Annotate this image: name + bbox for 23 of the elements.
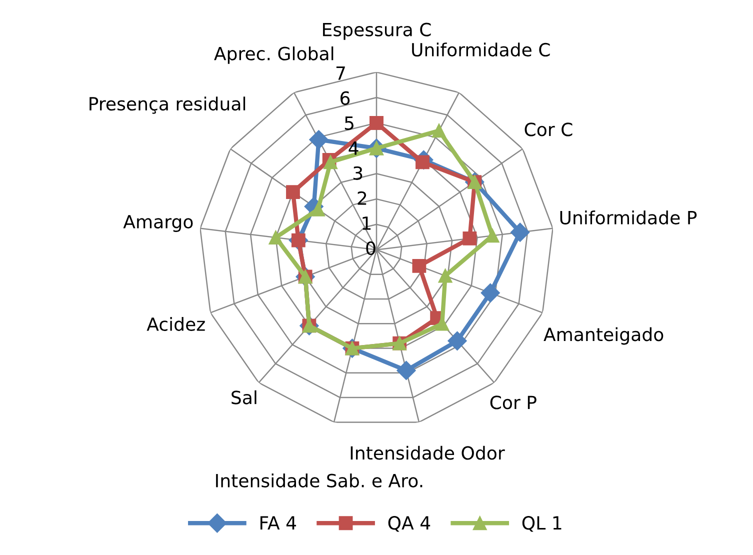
spoke-label: Aprec. Global bbox=[214, 46, 334, 64]
y-tick-label: 3 bbox=[354, 166, 362, 180]
spoke-label: Presença residual bbox=[90, 96, 246, 114]
y-tick-label: 6 bbox=[340, 91, 350, 105]
spoke-label: Amanteigado bbox=[544, 327, 664, 345]
legend-label: FA 4 bbox=[260, 516, 296, 530]
y-tick-label: 2 bbox=[358, 191, 366, 205]
spoke-label: Sal bbox=[232, 390, 256, 404]
spoke-label: Cor P bbox=[490, 396, 536, 410]
spoke-label: Uniformidade P bbox=[560, 210, 697, 224]
y-tick-label: 5 bbox=[344, 116, 354, 130]
legend-label: QL 1 bbox=[522, 516, 562, 532]
spoke-label: Intensidade Odor bbox=[350, 446, 505, 460]
legend-label: QA 4 bbox=[388, 516, 430, 532]
spoke-label: Acidez bbox=[146, 317, 205, 331]
spoke-label: Cor C bbox=[524, 122, 572, 136]
spoke-label: Uniformidade C bbox=[412, 42, 550, 57]
spoke-label: Intensidade Sab. e Aro. bbox=[216, 473, 422, 488]
y-tick-label: 1 bbox=[362, 216, 371, 230]
spoke-label: Espessura C bbox=[323, 22, 431, 40]
spoke-label: Amargo bbox=[123, 215, 193, 232]
y-tick-label: 7 bbox=[336, 66, 345, 80]
y-tick-label: 0 bbox=[366, 241, 376, 255]
